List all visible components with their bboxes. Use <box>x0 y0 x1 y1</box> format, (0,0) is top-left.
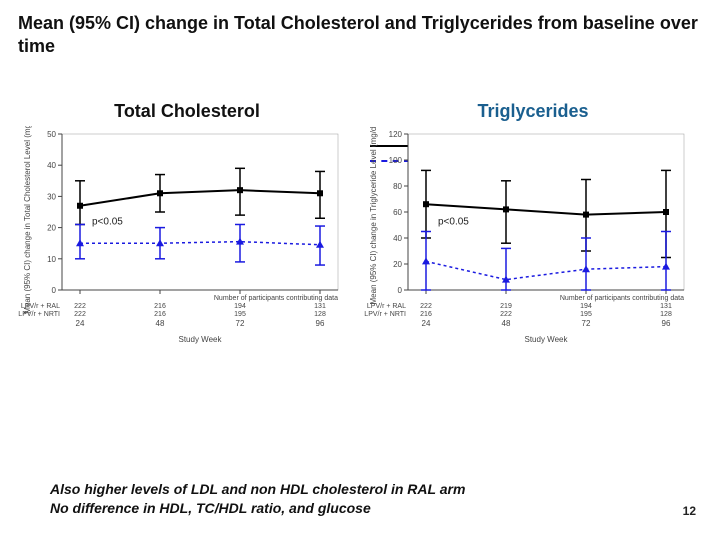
svg-text:40: 40 <box>393 234 402 243</box>
svg-text:131: 131 <box>660 303 672 310</box>
svg-text:0: 0 <box>52 286 57 295</box>
svg-text:216: 216 <box>154 311 166 318</box>
svg-text:222: 222 <box>420 303 432 310</box>
svg-text:222: 222 <box>74 303 86 310</box>
svg-text:195: 195 <box>234 311 246 318</box>
footer-line-1: Also higher levels of LDL and non HDL ch… <box>50 480 690 499</box>
svg-text:128: 128 <box>314 311 326 318</box>
page-title: Mean (95% CI) change in Total Cholestero… <box>18 12 702 57</box>
page-number: 12 <box>683 504 696 518</box>
svg-text:96: 96 <box>316 319 325 328</box>
svg-text:80: 80 <box>393 182 402 191</box>
svg-text:LPV/r + NRTI: LPV/r + NRTI <box>364 311 406 318</box>
footer-line-2: No difference in HDL, TC/HDL ratio, and … <box>50 499 690 518</box>
svg-text:222: 222 <box>500 311 512 318</box>
slide: Mean (95% CI) change in Total Cholestero… <box>0 0 720 540</box>
svg-text:Number of participants contrib: Number of participants contributing data <box>560 295 684 302</box>
svg-text:LPV/r + NRTI: LPV/r + NRTI <box>18 311 60 318</box>
svg-text:219: 219 <box>500 303 512 310</box>
svg-text:216: 216 <box>154 303 166 310</box>
svg-text:72: 72 <box>236 319 245 328</box>
svg-text:194: 194 <box>580 303 592 310</box>
svg-text:222: 222 <box>74 311 86 318</box>
svg-text:p<0.05: p<0.05 <box>92 216 123 227</box>
chart-tg: 0 20 40 60 80 100 120 Mean (95% CI) change in T… <box>364 126 694 346</box>
svg-text:40: 40 <box>47 161 56 170</box>
svg-text:194: 194 <box>234 303 246 310</box>
svg-text:Mean (95% CI) change in Trigly: Mean (95% CI) change in Triglyceride Lev… <box>369 126 378 304</box>
svg-text:24: 24 <box>76 319 85 328</box>
svg-text:100: 100 <box>389 156 403 165</box>
svg-text:Study Week: Study Week <box>525 335 569 344</box>
svg-text:50: 50 <box>47 130 56 139</box>
svg-text:Study Week: Study Week <box>179 335 223 344</box>
svg-text:60: 60 <box>393 208 402 217</box>
svg-text:72: 72 <box>582 319 591 328</box>
chart-tc: 0 10 20 30 40 50 Mean (95% CI) change in Total… <box>18 126 348 346</box>
charts-row: Total Cholesterol 0 10 20 30 40 50 Mean (95% C… <box>18 101 702 346</box>
svg-text:195: 195 <box>580 311 592 318</box>
chart-title-tc: Total Cholesterol <box>18 101 356 122</box>
svg-text:10: 10 <box>47 255 56 264</box>
svg-text:96: 96 <box>662 319 671 328</box>
svg-text:128: 128 <box>660 311 672 318</box>
svg-text:LPV/r + RAL: LPV/r + RAL <box>21 303 60 310</box>
svg-text:20: 20 <box>47 224 56 233</box>
svg-text:Mean (95% CI) change in Total: Mean (95% CI) change in Total Cholestero… <box>23 126 32 314</box>
svg-text:30: 30 <box>47 192 56 201</box>
svg-text:131: 131 <box>314 303 326 310</box>
svg-text:24: 24 <box>422 319 431 328</box>
svg-text:p<0.05: p<0.05 <box>438 216 469 227</box>
svg-text:48: 48 <box>156 319 165 328</box>
chart-col-tc: Total Cholesterol 0 10 20 30 40 50 Mean (95% C… <box>18 101 356 346</box>
svg-text:20: 20 <box>393 260 402 269</box>
svg-text:120: 120 <box>389 130 403 139</box>
svg-text:Number of participants contrib: Number of participants contributing data <box>214 295 338 302</box>
svg-text:0: 0 <box>398 286 403 295</box>
svg-text:LPV/r + RAL: LPV/r + RAL <box>367 303 406 310</box>
footer: Also higher levels of LDL and non HDL ch… <box>50 480 690 518</box>
chart-col-tg: Triglycerides 0 20 40 60 80 100 120 Mean (95% C… <box>364 101 702 346</box>
svg-text:48: 48 <box>502 319 511 328</box>
svg-text:216: 216 <box>420 311 432 318</box>
chart-title-tg: Triglycerides <box>364 101 702 122</box>
